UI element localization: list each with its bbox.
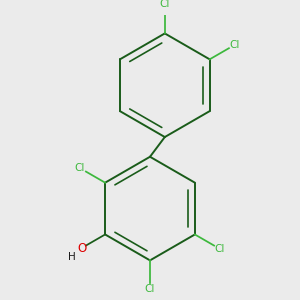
Text: Cl: Cl (145, 284, 155, 294)
Text: Cl: Cl (75, 163, 85, 173)
Text: Cl: Cl (215, 244, 225, 254)
Text: Cl: Cl (160, 0, 170, 9)
Text: O: O (77, 242, 86, 254)
Text: Cl: Cl (230, 40, 240, 50)
Text: H: H (68, 252, 76, 262)
